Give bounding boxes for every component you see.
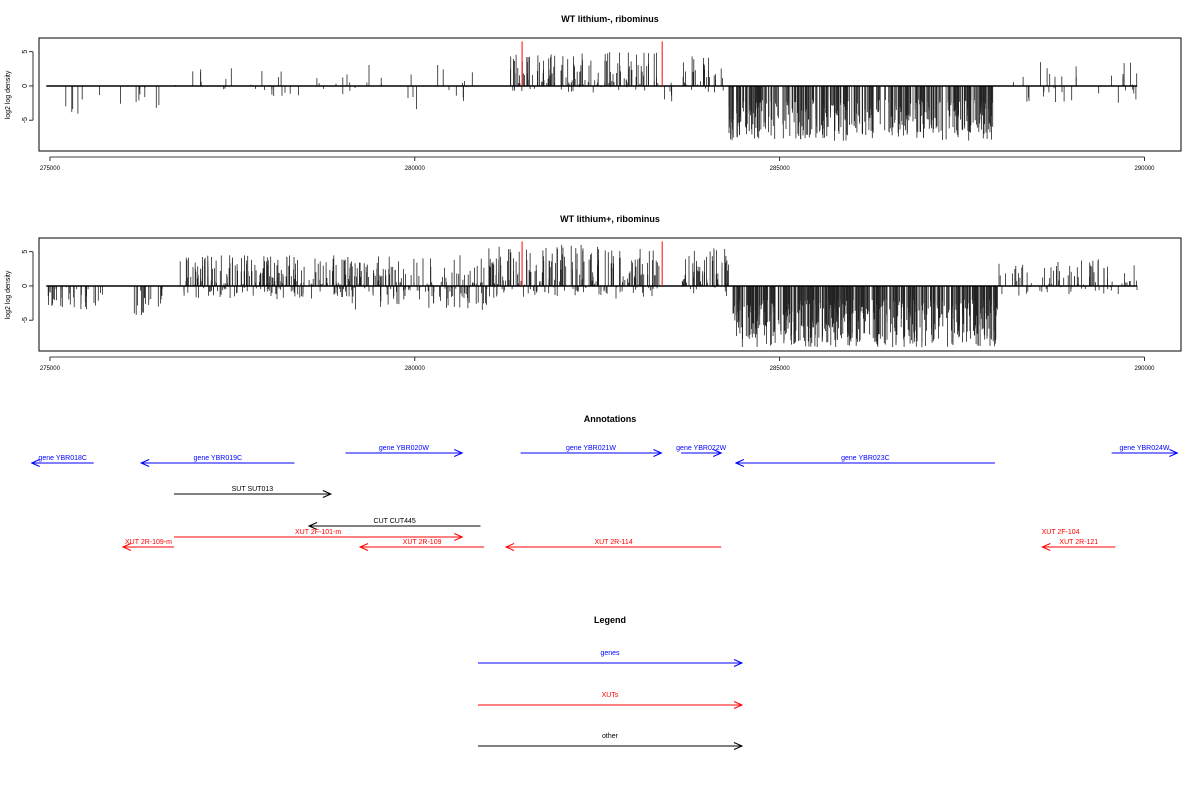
annotation-xut: XUT 2F-101-m (173, 529, 464, 541)
y-tick-label: 5 (22, 50, 29, 54)
y-tick-label: 5 (22, 250, 29, 254)
legend-label: XUTs (602, 692, 619, 699)
arrow-head (307, 522, 318, 530)
y-tick-label: 0 (22, 84, 29, 88)
bar-layer (46, 241, 1138, 348)
y-tick-label: 0 (22, 284, 29, 288)
y-tick-label: -5 (22, 317, 29, 323)
legend-label: genes (600, 650, 620, 657)
arrow-head (713, 449, 723, 457)
legend-label: other (602, 733, 619, 740)
arrow-head (1169, 449, 1179, 457)
annotation-other: CUT CUT445 (307, 518, 481, 530)
annotation-label: XUT 2F-104 (1042, 529, 1080, 536)
x-tick-label: 275000 (40, 366, 61, 372)
legend: Legend genes XUTs other (478, 615, 744, 750)
arrow-head (733, 701, 744, 709)
annotation-label: CUT CUT445 (374, 518, 416, 525)
arrow-head (1041, 543, 1051, 551)
x-tick-label: 290000 (1134, 366, 1155, 372)
arrow-head (358, 543, 369, 551)
panel-title: WT lithium+, ribominus (560, 214, 660, 224)
plot-frame (38, 237, 1182, 352)
legend-title: Legend (594, 615, 626, 625)
track-panel-lithium-minus: WT lithium-, ribominus log2 log density … (5, 14, 1182, 172)
annotation-gene: gene YBR019C (139, 455, 295, 467)
annotation-label: XUT 2R-121 (1059, 539, 1098, 546)
panel-title: WT lithium-, ribominus (561, 14, 659, 24)
arrow-head (322, 490, 333, 498)
arrow-head (454, 449, 464, 457)
y-tick-label: -5 (22, 117, 29, 123)
x-tick-label: 275000 (40, 166, 61, 172)
track-panel-lithium-plus: WT lithium+, ribominus log2 log density … (5, 214, 1182, 372)
annotation-gene: gene YBR018C (30, 455, 94, 467)
annotation-label: gene YBR019C (194, 455, 243, 462)
x-tick-label: 280000 (405, 366, 426, 372)
annotation-label: gene YBR021W (566, 445, 616, 452)
annotation-label: XUT 2R-109 (403, 539, 442, 546)
x-tick-label: 285000 (770, 166, 791, 172)
y-axis-label: log2 log density (5, 70, 12, 119)
arrow-head (139, 459, 150, 467)
annotations-track: Annotations gene YBR018C gene YBR019Cgene… (30, 414, 1179, 551)
legend-items: genes XUTs other (478, 650, 744, 750)
annotation-xut: XUT 2R-109 (358, 539, 485, 551)
x-tick-label: 280000 (405, 166, 426, 172)
arrow-head (734, 459, 745, 467)
bar-layer (46, 41, 1138, 141)
plot-frame (38, 37, 1182, 152)
x-tick-label: 285000 (770, 366, 791, 372)
annotation-gene: gene YBR024W (1111, 445, 1179, 457)
arrow-head (733, 659, 744, 667)
arrow-head (30, 459, 40, 467)
annotation-xut: XUT 2R-121 (1041, 539, 1116, 551)
axis-layer: 5 0 -5 275000 280000 285000 290000 (22, 50, 1155, 172)
annotation-label: gene YBR024W (1119, 445, 1169, 452)
annotation-label: gene YBR018C (38, 455, 87, 462)
annotation-gene: gene YBR020W (345, 445, 464, 457)
annotation-label: XUT 2R-114 (594, 539, 632, 546)
annotation-label: gene YBR020W (379, 445, 429, 452)
annotation-label: gene YBR023C (841, 455, 890, 462)
annotation-xut: XUT 2R-114 (504, 539, 722, 551)
annotation-other: SUT SUT013 (173, 486, 333, 498)
annotation-gene: gene YBR022W (676, 445, 727, 457)
annotation-gene: gene YBR021W (520, 445, 663, 457)
legend-item-gene: genes (478, 650, 744, 667)
x-tick-label: 290000 (1134, 166, 1155, 172)
arrow-head (454, 533, 464, 541)
y-axis-label: log2 log density (5, 270, 12, 319)
annotation-xut: XUT 2R-109-m (121, 539, 174, 551)
annotation-label: XUT 2R-109-m (125, 539, 172, 546)
legend-item-xut: XUTs (478, 692, 744, 709)
legend-item-other: other (478, 733, 744, 750)
arrow-head (733, 742, 744, 750)
arrow-head (653, 449, 663, 457)
annotation-label: XUT 2F-101-m (295, 529, 341, 536)
arrow-head (121, 543, 132, 551)
axis-layer: 5 0 -5 275000 280000 285000 290000 (22, 250, 1155, 372)
annotations-title: Annotations (584, 414, 637, 424)
annotation-label: gene YBR022W (676, 445, 726, 452)
annotation-label: SUT SUT013 (232, 486, 274, 493)
annotation-xut: XUT 2F-104 (1042, 529, 1080, 536)
annotation-gene: gene YBR023C (734, 455, 995, 467)
annotation-items: gene YBR018C gene YBR019C gene YBR020W gene… (30, 445, 1179, 551)
arrow-head (504, 543, 515, 551)
